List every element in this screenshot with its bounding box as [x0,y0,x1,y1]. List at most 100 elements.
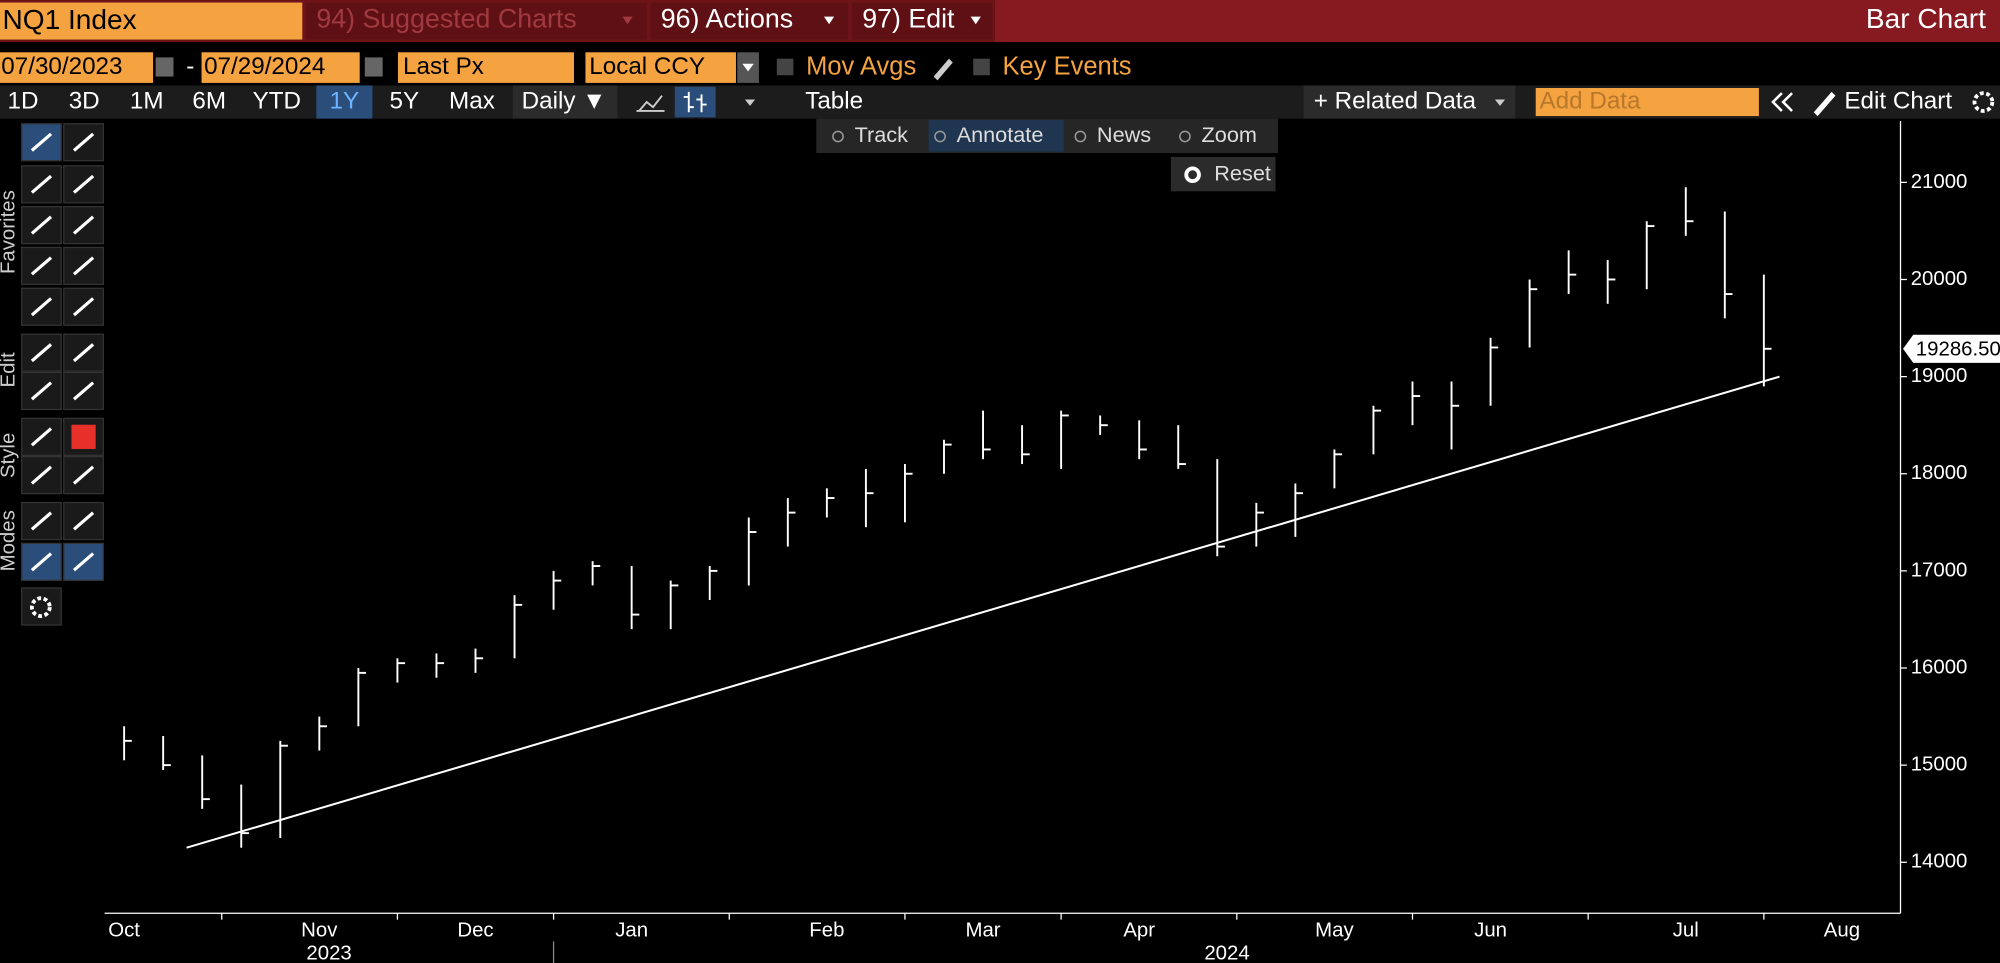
y-tick-label: 15000 [1911,754,1968,776]
side-tabs: Favorites Edit Style Modes [0,190,19,571]
add-data: Add Data [1540,87,1642,114]
last-value-box [1903,334,2000,363]
x-tick-label: Oct [108,920,140,942]
tool-button[interactable] [928,119,1064,152]
period-button[interactable]: 1D [7,87,38,114]
ticker-field[interactable] [0,2,303,40]
trendline [186,375,1780,849]
palette-button[interactable] [21,587,62,626]
line-chart-icon[interactable] [636,95,665,112]
collapse-icon[interactable] [1771,92,1793,112]
ticker: NQ1 Index [3,4,137,35]
palette-icon [72,174,95,194]
palette-icon [72,343,95,363]
currency-selector[interactable] [585,52,736,83]
reset-button[interactable] [1170,156,1276,192]
dropdown-arrow [823,16,835,25]
period-selected[interactable] [316,85,373,119]
y-tick-label: 21000 [1911,171,1968,193]
palette-icon [72,297,95,317]
edit-chart[interactable]: Edit Chart [1844,87,1952,114]
palette-icon [72,465,95,485]
dropdown-arrow [742,63,754,72]
field: Last Px [403,53,484,80]
palette-icon [72,132,95,152]
side-tab[interactable]: Style [0,433,19,478]
period-button[interactable]: Max [449,87,495,114]
palette-icon [72,256,95,276]
palette-icon [30,343,53,363]
calendar-icon[interactable] [155,57,174,77]
menu-edit[interactable] [852,2,993,40]
currency: Local CCY [589,53,705,80]
side-tab[interactable]: Edit [0,352,19,387]
tool-icon [832,130,844,143]
x-tick-label: Apr [1123,920,1155,942]
table-button[interactable]: Table [805,87,863,114]
last-value-label: 19286.50 [1916,338,2000,360]
x-tick-label: Jun [1474,920,1507,942]
palette-icon [30,427,53,447]
checkbox[interactable] [973,58,990,76]
tool-label: Track [855,122,909,147]
palette-icon [30,552,53,572]
menu-label: 94) Suggested Charts [316,3,576,33]
period-button[interactable]: 1Y [330,87,360,114]
period-button[interactable]: 5Y [390,87,420,114]
checkbox[interactable] [776,58,794,76]
chart-kind: Bar Chart [1866,3,1986,34]
side-tab[interactable]: Modes [0,510,19,571]
settings-icon [29,596,52,618]
y-tick-label: 16000 [1911,656,1968,678]
period-button[interactable]: 6M [192,87,226,114]
chart: 14000 15000 16000 17000 18000 19000 20000 21000… [104,121,2000,963]
x-tick-label: Nov [301,920,338,942]
y-tick-label: 19000 [1911,365,1968,387]
dropdown-arrow [970,16,981,25]
palette-button[interactable] [63,205,104,245]
x-tick-label: May [1315,920,1354,942]
field-selector[interactable] [397,52,574,83]
period-buttons: 1D 3D 1M 6M YTD 1Y 5Y Max [7,85,495,119]
palette-icon [30,174,53,194]
palette-icon [72,552,95,572]
menu-actions[interactable] [650,2,849,40]
y-tick-label: 18000 [1911,462,1968,484]
key-events: Key Events [1003,52,1132,80]
add-data-field[interactable] [1535,88,1759,117]
x-tick-label: Jan [615,920,648,942]
dropdown-arrow[interactable] [744,99,756,106]
end-date-field[interactable] [201,52,360,83]
tool-icon [1074,130,1087,143]
palette-icon [30,215,53,235]
tool-label: Zoom [1202,122,1257,147]
tool-icon [1179,130,1191,143]
palette-icon [72,381,95,401]
pencil-icon [1813,91,1836,117]
palette-icon [72,215,95,235]
title-bar [994,0,2000,43]
side-tab[interactable]: Favorites [0,190,19,274]
related-data: + Related Data [1314,87,1477,114]
settings-icon[interactable] [1972,91,1995,113]
start-date: 07/30/2023 [1,53,122,80]
frequency-selector[interactable] [512,85,618,119]
x-tick-label: Aug [1824,920,1860,942]
palette-button[interactable] [21,287,62,326]
period-button[interactable]: 3D [69,87,100,114]
menu-label: 96) Actions [661,3,793,33]
start-date-field[interactable] [0,52,154,83]
palette-icon [30,132,53,152]
color-swatch [71,424,96,449]
related-data-button[interactable] [1303,85,1516,119]
reset-icon [1184,166,1201,184]
pencil-icon[interactable] [933,58,953,81]
period-button[interactable]: YTD [253,87,301,114]
period-button[interactable]: 1M [130,87,164,114]
menu-suggested[interactable] [306,2,647,40]
bar-chart-icon-selected[interactable] [674,86,716,118]
year-label: 2024 [1204,942,1249,963]
calendar-icon[interactable] [364,57,383,77]
